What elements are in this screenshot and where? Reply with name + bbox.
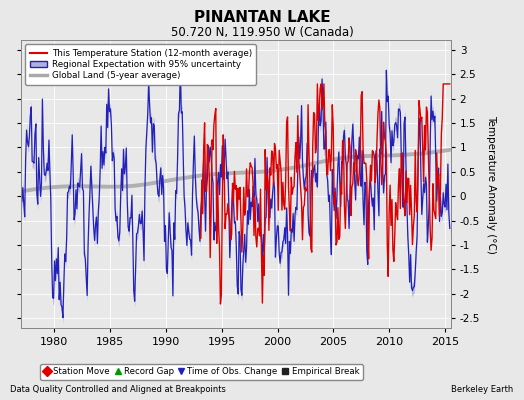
Text: Data Quality Controlled and Aligned at Breakpoints: Data Quality Controlled and Aligned at B… [10, 385, 226, 394]
Y-axis label: Temperature Anomaly (°C): Temperature Anomaly (°C) [486, 114, 496, 254]
Text: 50.720 N, 119.950 W (Canada): 50.720 N, 119.950 W (Canada) [171, 26, 353, 39]
Text: Berkeley Earth: Berkeley Earth [451, 385, 514, 394]
Legend: Station Move, Record Gap, Time of Obs. Change, Empirical Break: Station Move, Record Gap, Time of Obs. C… [40, 364, 363, 380]
Text: PINANTAN LAKE: PINANTAN LAKE [194, 10, 330, 25]
